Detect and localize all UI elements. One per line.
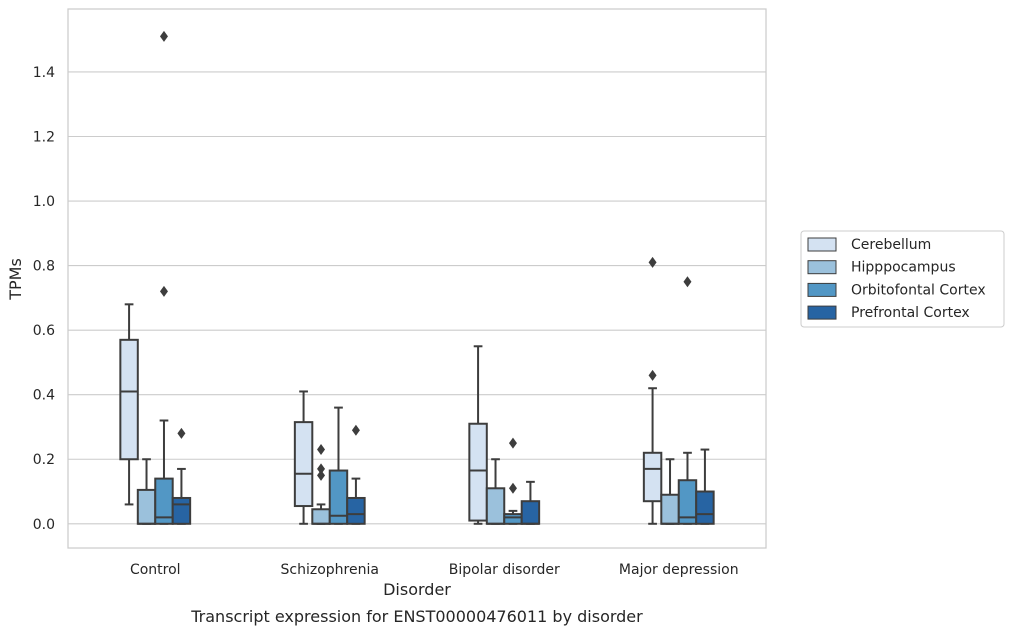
legend-label: Prefrontal Cortex xyxy=(851,305,970,321)
legend-label: Orbitofontal Cortex xyxy=(851,282,986,298)
legend-label: Cerebellum xyxy=(851,237,931,253)
legend-swatch xyxy=(807,282,837,297)
box-body xyxy=(468,422,488,522)
y-tick-label: 1.0 xyxy=(33,194,55,210)
x-axis-label: Disorder xyxy=(383,580,451,599)
box xyxy=(293,390,314,525)
box xyxy=(520,480,541,525)
box-body xyxy=(485,487,506,525)
series-group xyxy=(171,424,715,525)
outlier-marker xyxy=(648,369,657,381)
y-tick-label: 1.4 xyxy=(33,65,55,81)
y-tick-label: 0.4 xyxy=(33,388,55,404)
box xyxy=(485,458,506,525)
y-axis-label: TPMs xyxy=(6,258,25,301)
x-tick-labels: Control Schizophrenia Bipolar disorder Majo… xyxy=(130,562,739,578)
box-body xyxy=(171,496,192,525)
x-tick-label: Control xyxy=(130,562,181,578)
box xyxy=(642,256,663,525)
legend-swatch xyxy=(807,305,837,320)
box-body xyxy=(119,338,139,461)
box xyxy=(136,458,157,525)
legend-swatch xyxy=(807,237,837,252)
outlier-marker xyxy=(683,276,692,288)
box-body xyxy=(293,421,314,508)
plot-frame xyxy=(67,8,767,549)
y-tick-labels: 0.0 0.2 0.4 0.6 0.8 1.0 1.2 1.4 xyxy=(33,65,55,533)
legend: Cerebellum Hipppocampus Orbitofontal Corte… xyxy=(800,230,1005,328)
chart-title: Transcript expression for ENST0000047601… xyxy=(190,607,643,626)
outlier-marker xyxy=(508,482,517,494)
x-tick-label: Bipolar disorder xyxy=(449,562,560,578)
box-body xyxy=(346,496,366,525)
box xyxy=(346,424,366,525)
outlier-marker xyxy=(159,285,168,297)
y-tick-label: 0.0 xyxy=(33,517,55,533)
outlier-marker xyxy=(648,256,657,268)
legend-swatch xyxy=(807,260,837,275)
outlier-marker xyxy=(159,30,168,42)
outlier-marker xyxy=(317,463,326,475)
box xyxy=(119,303,139,506)
box-body xyxy=(136,488,157,525)
box xyxy=(468,345,488,525)
box-body xyxy=(695,490,715,525)
outlier-marker xyxy=(351,424,360,436)
box-body xyxy=(311,508,331,525)
legend-label: Hipppocampus xyxy=(851,260,956,276)
x-tick-label: Schizophrenia xyxy=(281,562,379,578)
box-series xyxy=(119,30,715,525)
box xyxy=(311,444,331,525)
outlier-marker xyxy=(177,427,186,439)
box-body xyxy=(520,500,541,525)
box xyxy=(171,427,192,525)
outlier-marker xyxy=(317,469,326,481)
box xyxy=(154,30,174,525)
series-group xyxy=(136,444,680,525)
box-body xyxy=(642,451,663,503)
box xyxy=(660,458,680,525)
y-tick-label: 0.2 xyxy=(33,452,55,468)
outlier-marker xyxy=(317,444,326,456)
y-tick-label: 0.6 xyxy=(33,323,55,339)
x-tick-label: Major depression xyxy=(619,562,739,578)
outlier-marker xyxy=(508,437,517,449)
box xyxy=(695,448,715,525)
y-tick-label: 1.2 xyxy=(33,129,55,145)
box-body xyxy=(660,493,680,525)
series-group xyxy=(119,256,663,525)
y-tick-label: 0.8 xyxy=(33,259,55,275)
box-body xyxy=(503,513,523,525)
legend-frame xyxy=(800,230,1005,328)
